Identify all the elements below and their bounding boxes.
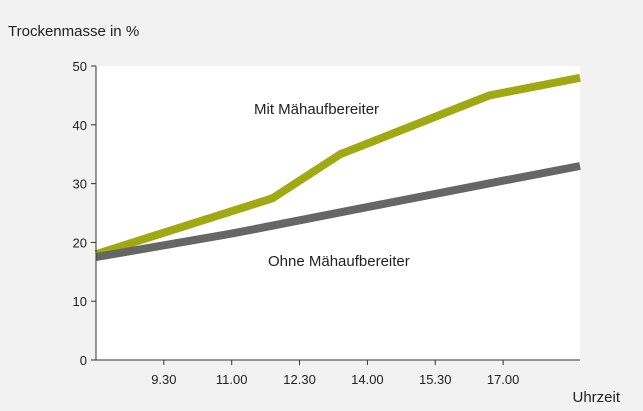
series-label-ohne: Ohne Mähaufbereiter [268, 253, 410, 270]
y-tick-label: 10 [73, 294, 87, 309]
x-tick-label: 9.30 [151, 372, 176, 387]
y-tick-label: 50 [73, 59, 87, 74]
y-tick-label: 20 [73, 235, 87, 250]
x-tick-label: 15.30 [419, 372, 452, 387]
x-tick-label: 12.30 [283, 372, 316, 387]
y-tick-label: 40 [73, 118, 87, 133]
series-line-mit-maehaufbereiter [94, 73, 581, 259]
x-tick-label: 17.00 [487, 372, 520, 387]
series-line-ohne-maehaufbereiter [95, 162, 581, 262]
y-tick-label: 30 [73, 177, 87, 192]
x-tick-label: 11.00 [216, 372, 248, 387]
x-axis-title: Uhrzeit [572, 389, 620, 406]
x-tick-label: 14.00 [351, 372, 384, 387]
y-tick-labels: 0 10 20 30 40 50 [73, 59, 96, 368]
y-tick-label: 0 [80, 353, 87, 368]
series-lines [94, 73, 581, 262]
series-label-mit: Mit Mähaufbereiter [254, 101, 379, 118]
y-axis-title: Trockenmasse in % [8, 23, 139, 40]
x-tick-labels: 9.30 11.00 12.30 14.00 15.30 17.00 [151, 360, 519, 387]
